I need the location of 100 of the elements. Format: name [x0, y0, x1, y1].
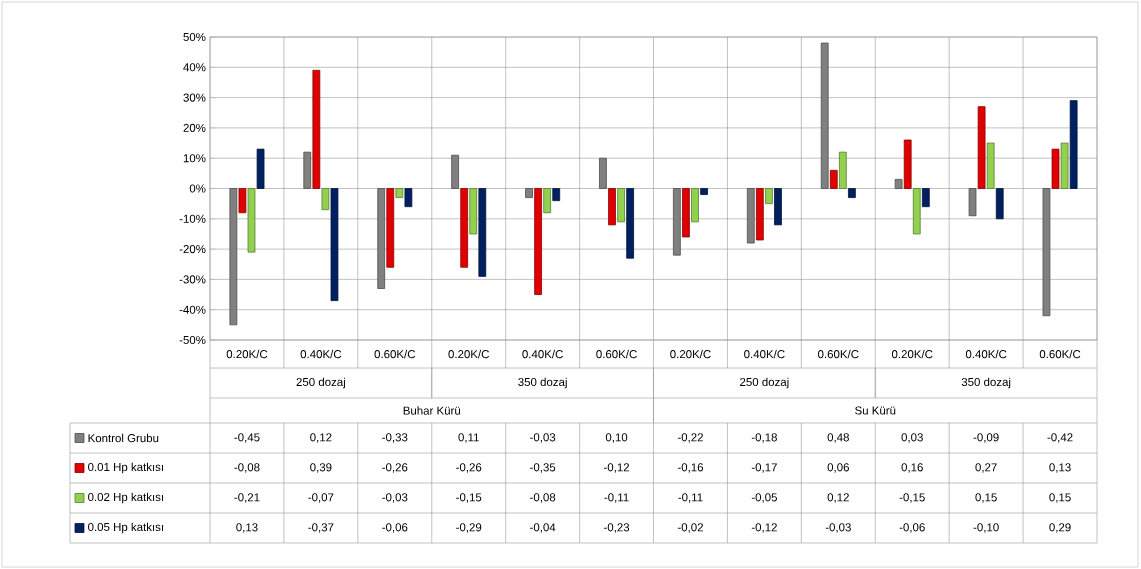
data-label: 0,06 — [827, 463, 849, 473]
data-label: -0,11 — [604, 493, 629, 503]
data-label: -0,29 — [456, 523, 482, 533]
bar — [552, 188, 561, 202]
bar — [903, 139, 912, 189]
bar — [404, 188, 413, 208]
legend-label: 0.05 Hp katkısı — [88, 522, 163, 534]
data-label: 0,13 — [236, 523, 258, 533]
y-tick-label: -10% — [179, 214, 206, 223]
data-label: -0,15 — [456, 493, 482, 503]
bar — [1042, 188, 1051, 317]
y-tick-label: 30% — [183, 93, 206, 102]
y-tick-label: -20% — [179, 245, 206, 254]
bar — [755, 188, 764, 241]
bar — [626, 188, 635, 259]
bar — [820, 42, 829, 189]
bar — [303, 151, 312, 189]
y-tick-label: -50% — [179, 335, 206, 345]
text: 250 dozaj — [296, 377, 345, 389]
data-label: -0,03 — [530, 433, 556, 443]
data-label: -0,06 — [382, 523, 408, 533]
data-label: -0,08 — [530, 493, 556, 503]
x-tick-label: 0.40K/C — [522, 349, 563, 359]
data-label: -0,12 — [603, 463, 630, 473]
bar — [848, 188, 856, 198]
data-label: -0,11 — [678, 493, 703, 503]
legend-label: 0.02 Hp katkısı — [88, 492, 163, 504]
bar — [968, 188, 977, 217]
x-tick-label: 0.40K/C — [965, 349, 1007, 359]
bar — [238, 188, 247, 214]
text: 350 dozaj — [961, 377, 1011, 389]
bar — [312, 69, 321, 189]
y-tick-label: -30% — [179, 275, 206, 284]
bar — [599, 157, 607, 189]
legend-label: 0.01 Hp katkısı — [88, 462, 163, 474]
data-label: -0,33 — [382, 433, 408, 443]
data-label: -0,04 — [530, 523, 556, 533]
bar — [986, 142, 995, 189]
bar — [534, 188, 542, 295]
bar — [330, 188, 339, 302]
data-label: 0,48 — [827, 433, 849, 443]
data-label: -0,07 — [308, 493, 334, 503]
bar — [691, 188, 699, 223]
data-label: -0,45 — [234, 433, 260, 443]
text: 250 dozaj — [740, 377, 789, 389]
x-tick-label: 0.60K/C — [374, 349, 416, 359]
bar — [774, 188, 782, 226]
y-tick-label: 0% — [189, 184, 206, 193]
x-tick-label: 0.60K/C — [818, 349, 859, 359]
text: Su Kürü — [855, 406, 896, 415]
data-label: -0,03 — [382, 493, 408, 503]
data-label: -0,17 — [751, 463, 777, 473]
data-label: 0,03 — [901, 433, 923, 443]
y-tick-label: 10% — [183, 154, 206, 163]
x-tick-label: 0.20K/C — [891, 349, 933, 359]
data-label: 0,13 — [1049, 463, 1071, 473]
bar — [829, 169, 838, 189]
data-label: -0,09 — [973, 433, 999, 443]
data-label: -0,02 — [677, 523, 703, 533]
bar — [321, 188, 330, 211]
data-label: -0,22 — [677, 433, 703, 443]
bar — [460, 188, 469, 268]
bar — [912, 188, 921, 235]
y-tick-label: 40% — [183, 63, 206, 72]
data-label: -0,16 — [677, 463, 704, 473]
data-label: -0,37 — [308, 523, 334, 533]
legend-label: Kontrol Grubu — [88, 433, 159, 443]
x-tick-label: 0.40K/C — [744, 349, 785, 359]
bar — [673, 188, 681, 256]
bar — [838, 151, 847, 189]
x-tick-label: 0.20K/C — [670, 349, 711, 359]
x-tick-label: 0.20K/C — [226, 349, 268, 359]
bar — [377, 188, 386, 289]
bar — [478, 188, 487, 277]
bar — [1060, 142, 1069, 189]
data-label: -0,08 — [234, 463, 260, 473]
x-tick-label: 0.60K/C — [596, 349, 637, 359]
bar — [469, 188, 478, 235]
data-label: -0,10 — [973, 523, 999, 533]
data-label: -0,06 — [899, 523, 925, 533]
x-tick-label: 0.60K/C — [1039, 349, 1081, 359]
bar — [617, 188, 625, 223]
y-tick-label: 50% — [183, 32, 206, 42]
text: 350 dozaj — [518, 377, 567, 389]
data-label: -0,05 — [751, 493, 777, 503]
data-label: 0,10 — [605, 433, 628, 443]
data-label: 0,29 — [1049, 523, 1071, 533]
bar — [386, 188, 395, 268]
data-label: -0,21 — [234, 493, 260, 503]
bar — [543, 188, 552, 214]
y-tick-label: -40% — [179, 305, 206, 314]
bar — [525, 188, 533, 198]
data-label: -0,23 — [603, 523, 630, 533]
data-label: -0,42 — [1047, 433, 1073, 443]
bar — [1069, 100, 1078, 189]
bar — [977, 106, 986, 189]
bar — [700, 188, 708, 195]
bar — [395, 188, 404, 198]
bar — [256, 148, 265, 189]
data-label: 0,11 — [458, 433, 479, 443]
